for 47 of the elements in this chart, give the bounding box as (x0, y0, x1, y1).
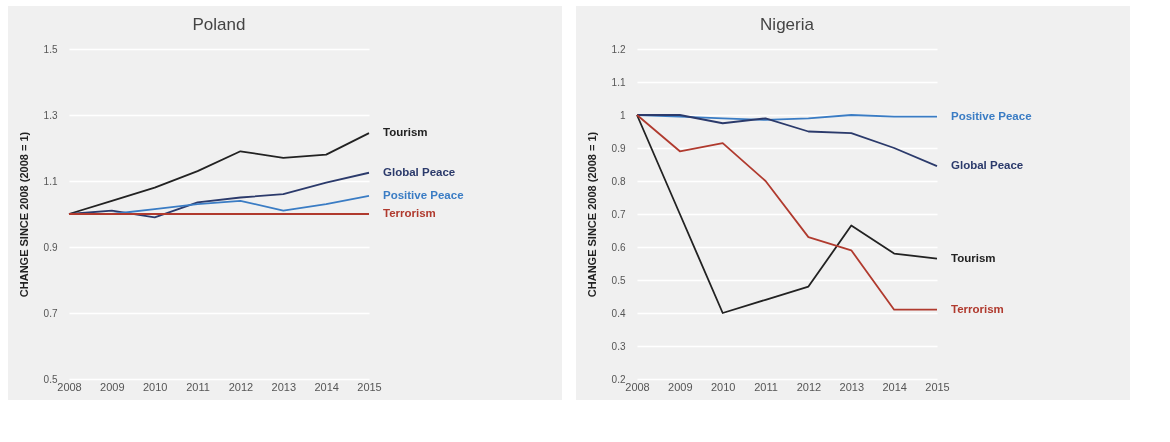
x-tick-label: 2008 (57, 380, 82, 393)
series-label: Terrorism (383, 207, 436, 219)
y-axis-title: CHANGE SINCE 2008 (2008 = 1) (585, 131, 598, 298)
x-tick-label: 2008 (625, 380, 650, 393)
y-tick-label: 1 (619, 109, 626, 121)
line-series (636, 114, 938, 168)
y-tick-label: 0.9 (611, 142, 626, 154)
x-tick-label: 2015 (357, 380, 382, 393)
y-tick-label: 0.3 (611, 340, 626, 352)
x-tick-label: 2009 (100, 380, 125, 393)
y-tick-label: 0.4 (611, 307, 626, 319)
y-tick-label: 0.2 (611, 373, 626, 385)
x-tick-label: 2013 (839, 380, 865, 393)
y-tick-label: 1.1 (43, 175, 58, 187)
y-tick-label: 1.2 (611, 43, 626, 55)
series-label: Terrorism (951, 302, 1004, 315)
y-tick-label: 1.5 (43, 43, 58, 55)
y-tick-label: 1.1 (611, 76, 626, 88)
x-tick-label: 2010 (710, 380, 736, 393)
series-label: Positive Peace (383, 188, 464, 201)
y-tick-label: 1.3 (43, 109, 58, 121)
series-label: Tourism (383, 126, 428, 139)
x-tick-label: 2014 (882, 380, 907, 393)
chart-title: Nigeria (760, 15, 815, 34)
y-tick-label: 0.5 (611, 274, 626, 286)
chart-title: Poland (192, 15, 246, 34)
x-tick-label: 2013 (271, 380, 297, 393)
series-label: Global Peace (951, 159, 1024, 172)
x-tick-label: 2011 (754, 380, 778, 393)
x-tick-label: 2011 (186, 380, 210, 393)
x-tick-label: 2009 (668, 380, 693, 393)
x-tick-label: 2012 (228, 380, 254, 393)
y-tick-label: 0.5 (43, 373, 58, 385)
series-label: Tourism (951, 251, 996, 264)
series-label: Global Peace (383, 165, 456, 178)
y-tick-label: 0.6 (611, 241, 626, 253)
y-tick-label: 0.9 (43, 241, 58, 253)
series-label: Positive Peace (951, 109, 1032, 122)
y-tick-label: 0.8 (611, 175, 626, 187)
x-tick-label: 2010 (142, 380, 168, 393)
line-series (68, 132, 370, 215)
x-tick-label: 2014 (314, 380, 339, 393)
y-tick-label: 0.7 (611, 208, 626, 220)
y-tick-label: 0.7 (43, 307, 58, 319)
x-tick-label: 2012 (796, 380, 822, 393)
y-axis-title: CHANGE SINCE 2008 (2008 = 1) (17, 131, 30, 298)
x-tick-label: 2015 (925, 380, 950, 393)
